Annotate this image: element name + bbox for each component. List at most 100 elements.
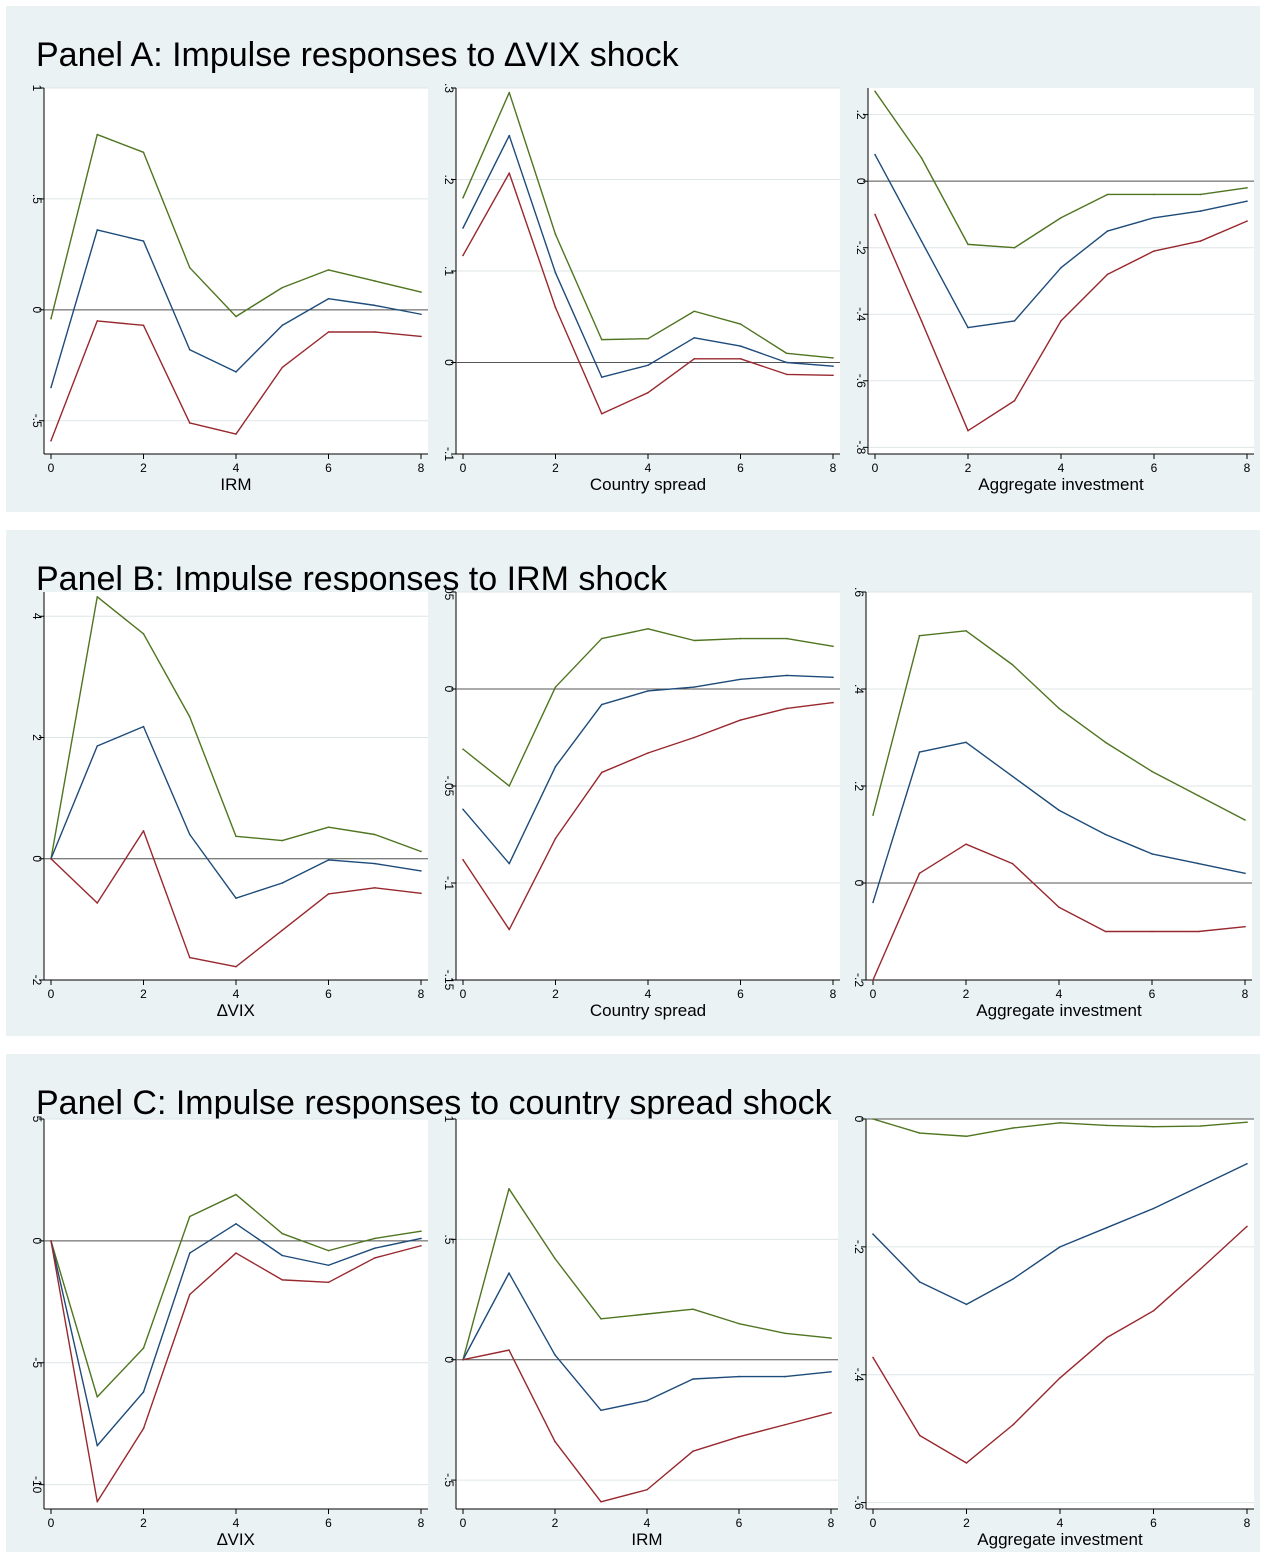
data-point-lower: [832, 374, 834, 377]
data-point-lower: [96, 1500, 99, 1503]
data-point-lower: [784, 1423, 786, 1426]
data-point-upper: [647, 628, 649, 630]
irf-chart-1: -.5 0 .5 1 0 2 4 6 8 IRM: [30, 85, 428, 494]
data-point-lower: [281, 1279, 284, 1281]
data-point-lower: [554, 1440, 556, 1443]
data-point-upper: [462, 748, 464, 750]
x-axis-title: IRM: [631, 1530, 662, 1549]
data-point-upper: [739, 637, 742, 640]
data-point-irf: [1153, 216, 1155, 219]
data-point-irf: [832, 365, 834, 367]
data-point-irf: [96, 1444, 99, 1447]
irf-chart-3: -.8 -.6 -.4 -.2 0 .2 0 2 4 6 8 Aggregate investment: [854, 88, 1254, 494]
data-point-lower: [462, 254, 464, 257]
data-point-upper: [693, 639, 696, 642]
y-tick-label: 0: [852, 1116, 866, 1123]
data-point-irf: [142, 725, 145, 728]
data-point-upper: [646, 1313, 648, 1315]
data-point-irf: [508, 134, 511, 137]
y-tick-label: 0: [442, 359, 456, 366]
x-axis-title: IRM: [220, 475, 251, 494]
data-point-upper: [872, 1118, 874, 1120]
data-point-upper: [830, 1337, 832, 1339]
y-tick-label: -.05: [442, 776, 456, 797]
data-point-lower: [327, 893, 330, 895]
x-tick-label: 2: [963, 987, 970, 1001]
data-point-irf: [188, 833, 191, 836]
data-point-upper: [692, 1308, 694, 1310]
plot-area: [44, 1119, 428, 1509]
data-point-upper: [967, 243, 969, 246]
data-point-upper: [918, 1132, 921, 1134]
y-tick-label: 0: [854, 178, 868, 185]
x-tick-label: 2: [963, 1516, 970, 1530]
data-point-irf: [1151, 853, 1153, 855]
data-point-irf: [554, 272, 557, 274]
data-point-upper: [327, 826, 330, 829]
data-point-irf: [1011, 775, 1014, 778]
y-tick-label: -.1: [442, 876, 456, 890]
y-tick-label: -2: [30, 975, 44, 986]
y-tick-label: -.1: [442, 447, 456, 461]
data-point-irf: [462, 227, 464, 229]
data-point-irf: [739, 678, 742, 681]
data-point-upper: [188, 716, 191, 718]
data-point-upper: [142, 633, 145, 635]
x-tick-label: 6: [325, 987, 332, 1001]
data-point-irf: [235, 371, 237, 373]
data-point-irf: [1060, 266, 1062, 269]
data-point-upper: [1151, 770, 1153, 773]
x-tick-label: 0: [48, 987, 55, 1001]
data-point-lower: [693, 736, 696, 739]
irf-chart-7: -10 -5 0 5 0 2 4 6 8 ∆VIX: [30, 1116, 428, 1549]
y-tick-label: 0: [30, 1238, 44, 1245]
x-tick-label: 6: [737, 987, 744, 1001]
data-point-lower: [281, 929, 284, 932]
x-tick-label: 2: [140, 987, 147, 1001]
data-point-irf: [785, 361, 788, 364]
y-tick-label: .2: [442, 174, 456, 184]
data-point-upper: [920, 157, 923, 159]
data-point-upper: [1106, 193, 1109, 196]
data-point-lower: [738, 1435, 740, 1438]
x-tick-label: 6: [325, 1516, 332, 1530]
data-point-irf: [1244, 872, 1246, 875]
plot-area: [44, 88, 428, 454]
data-point-irf: [647, 690, 649, 692]
data-point-lower: [235, 1252, 237, 1254]
data-point-upper: [1153, 193, 1155, 196]
y-tick-label: .4: [852, 684, 866, 694]
x-tick-label: 0: [870, 987, 877, 1001]
panel-title: Panel C: Impulse responses to country sp…: [36, 1084, 832, 1122]
data-point-irf: [554, 765, 557, 768]
data-point-irf: [188, 1252, 191, 1254]
data-point-irf: [1105, 1226, 1108, 1229]
data-point-upper: [327, 1249, 330, 1252]
y-tick-label: -.2: [852, 1240, 866, 1254]
data-point-upper: [600, 1318, 602, 1320]
irf-chart-2: -.1 0 .1 .2 .3 0 2 4 6 8 Country spread: [442, 83, 840, 494]
data-point-upper: [874, 90, 876, 93]
data-point-lower: [692, 1450, 694, 1453]
data-point-irf: [646, 1399, 648, 1402]
data-point-lower: [462, 1358, 464, 1361]
x-axis-title: ∆VIX: [217, 1001, 255, 1020]
data-point-irf: [1199, 210, 1202, 212]
y-tick-label: -.2: [852, 973, 866, 987]
data-point-upper: [554, 233, 557, 236]
data-point-upper: [50, 317, 52, 320]
data-point-irf: [462, 808, 464, 811]
data-point-upper: [600, 637, 603, 640]
y-tick-label: -.4: [852, 1368, 866, 1382]
data-point-irf: [872, 1233, 874, 1235]
y-tick-label: .5: [30, 194, 44, 204]
data-point-irf: [965, 741, 967, 744]
y-tick-label: -.8: [854, 440, 868, 454]
x-tick-label: 6: [325, 461, 332, 475]
data-point-irf: [327, 859, 330, 861]
data-point-irf: [420, 870, 422, 872]
data-point-irf: [918, 751, 921, 753]
y-tick-label: 1: [442, 1116, 456, 1123]
data-point-lower: [1199, 240, 1202, 242]
x-tick-label: 6: [1151, 461, 1158, 475]
